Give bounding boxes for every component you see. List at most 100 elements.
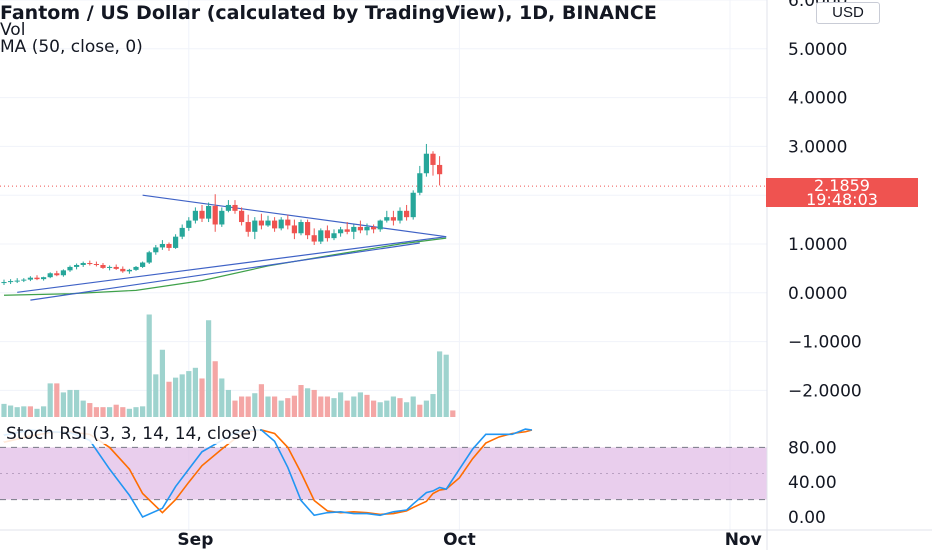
trendlines [17,194,447,301]
candle-body [27,277,33,280]
volume-bar [47,383,53,417]
candle [278,217,284,231]
candle-body [371,226,377,230]
volume-bar [450,410,456,417]
volume-bar [371,400,377,417]
last-price: 2.1859 [814,176,870,195]
volume-bar [272,396,278,417]
candle [252,217,258,240]
candle-body [245,222,251,232]
stoch-tick-label: 40.00 [788,473,837,493]
candle-body [133,266,139,270]
volume-bar [199,378,205,417]
candle-body [258,220,264,226]
candle [384,210,390,223]
candle-body [186,220,192,228]
candle [212,194,218,232]
volume-bar [291,395,297,417]
time-tick-label: Nov [725,530,762,550]
volume-bar [21,406,27,417]
candle [265,215,271,227]
candle-body [272,220,278,229]
volume-bar [179,374,185,417]
candle [430,151,436,176]
volume-bar [258,384,264,417]
candle-body [21,279,27,281]
volume-bar [107,407,113,417]
candle [390,210,396,226]
candle [100,263,106,269]
candle-body [390,217,396,221]
candle-body [239,210,245,223]
stoch-rsi-legend: Stoch RSI (3, 3, 14, 14, close) [4,424,260,444]
ma-legend: MA (50, close, 0) [0,37,143,57]
vol-legend: Vol [0,20,26,40]
candle [87,260,93,266]
candle-body [318,230,324,242]
volume-bar [298,385,304,417]
volume-bars [1,314,456,417]
candle-body [252,220,258,232]
volume-bar [437,351,443,417]
stoch-k-line [3,428,533,519]
candle-body [60,270,66,276]
currency-button[interactable]: USD [816,2,880,24]
candle [258,213,264,230]
candle-body [93,264,99,266]
candle-body [140,262,146,267]
stoch-tick-label: 0.00 [788,508,826,528]
candle [192,207,198,224]
volume-bar [120,407,126,417]
candle-body [265,220,271,226]
candle [239,207,245,226]
candle [437,156,443,186]
candle-body [225,204,231,211]
candle-body [410,192,416,218]
time-tick-label: Sep [177,530,213,550]
volume-bar [126,408,132,417]
candle-body [344,229,350,232]
volume-bar [159,349,165,417]
candle [166,242,172,251]
candle [153,244,159,255]
candle [80,261,86,267]
candle-body [331,233,337,239]
volume-bar [357,392,363,417]
candle [1,279,7,285]
volume-bar [443,354,449,417]
candle-body [351,226,357,232]
candle [397,207,403,224]
stoch-lines [3,428,533,519]
candles [1,143,443,285]
volume-bar [186,371,192,417]
candle [173,234,179,249]
candle-body [14,280,20,282]
candle [133,265,139,271]
candle-body [384,217,390,221]
candle-body [206,205,212,219]
candle-body [212,205,218,225]
candle-body [41,277,47,280]
volume-bar [311,389,317,417]
candle [186,217,192,231]
volume-bar [305,388,311,417]
candle [199,204,205,223]
candle-body [417,173,423,193]
volume-bar [278,400,284,417]
price-tick-label: 5.0000 [788,40,847,60]
candle [54,270,60,277]
candle [113,264,119,270]
volume-bar [417,404,423,417]
volume-bar [265,396,271,417]
volume-bar [146,314,152,417]
candle [404,204,410,221]
volume-bar [1,403,7,417]
candle [219,207,225,227]
volume-bar [133,407,139,417]
candle-body [199,210,205,219]
volume-bar [87,403,93,417]
price-tick-label: −2.0000 [788,381,862,401]
candle [27,276,33,282]
volume-bar [430,394,436,417]
